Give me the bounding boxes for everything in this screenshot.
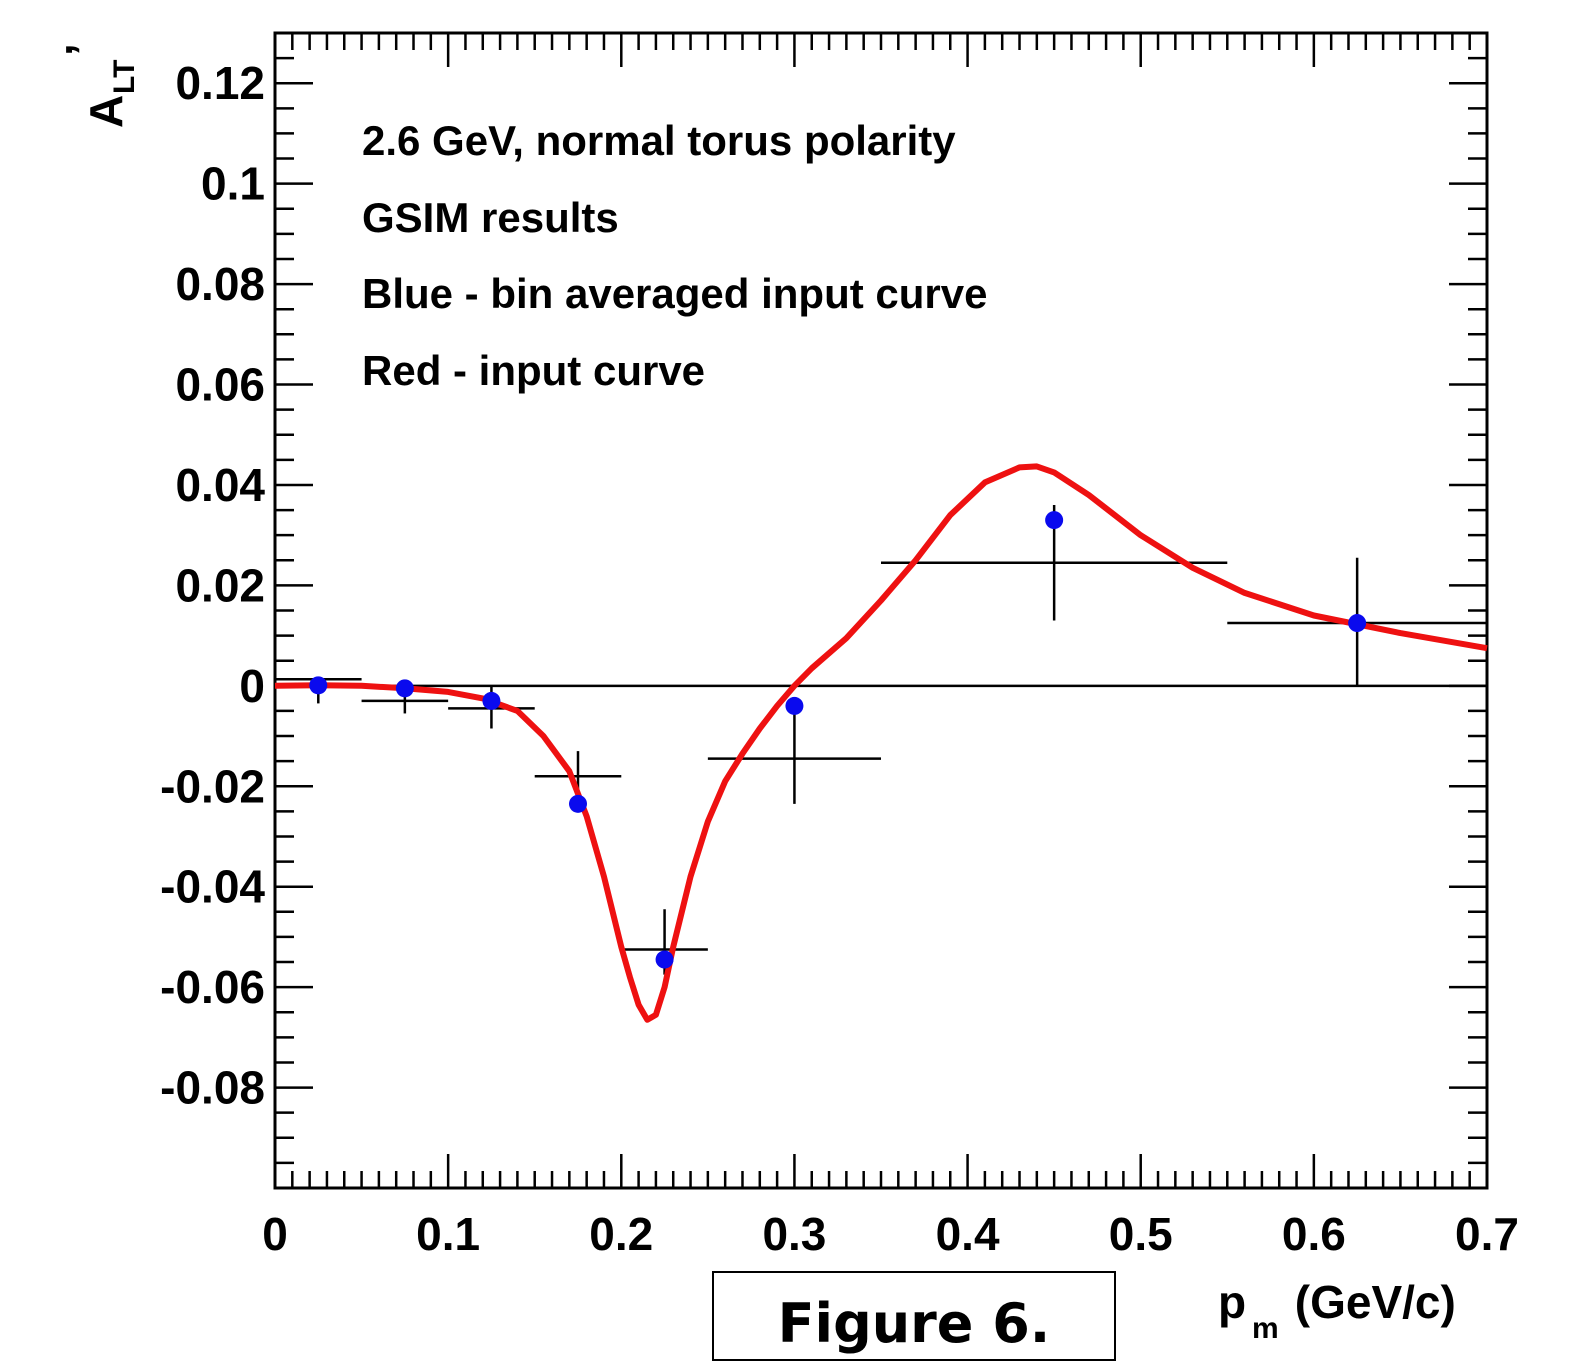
x-tick-label: 0.3 [762, 1208, 826, 1260]
y-tick-label: -0.06 [160, 961, 265, 1013]
blue-point [569, 794, 587, 813]
red-curve [274, 463, 1488, 1023]
y-axis-title-sup: ’ [56, 43, 108, 56]
blue-point [785, 696, 804, 715]
y-tick-label: 0.12 [175, 57, 265, 109]
x-tick-label: 0.5 [1109, 1208, 1173, 1260]
y-axis-title: A LT ’ [56, 43, 141, 128]
blue-point [1045, 511, 1064, 530]
figure-caption: Figure 6. [777, 1292, 1051, 1355]
axis-ticks [273, 31, 1489, 1190]
data-points [309, 511, 1367, 969]
y-tick-label: 0.06 [175, 359, 265, 411]
y-axis-title-main: A [80, 95, 132, 128]
y-tick-label: 0.08 [175, 258, 265, 310]
blue-point [655, 950, 674, 969]
y-tick-label: 0.02 [175, 559, 265, 611]
x-tick-label: 0.1 [416, 1208, 480, 1260]
annotations: 2.6 GeV, normal torus polarity GSIM resu… [362, 117, 987, 394]
blue-point [309, 676, 328, 695]
x-axis-title-rest: (GeV/c) [1282, 1276, 1456, 1328]
annotation-4: Red - input curve [362, 347, 705, 394]
x-tick-label: 0 [262, 1208, 288, 1260]
figure-caption-box: Figure 6. [712, 1271, 1116, 1361]
x-axis-title-main: p [1218, 1276, 1246, 1328]
y-tick-label: -0.08 [160, 1062, 265, 1114]
y-tick-label: -0.02 [160, 760, 265, 812]
x-axis-title: p m (GeV/c) [1218, 1276, 1456, 1345]
y-axis-title-sub: LT [108, 60, 141, 94]
plot-frame [273, 31, 1489, 1190]
annotation-3: Blue - bin averaged input curve [362, 270, 987, 317]
annotation-1: 2.6 GeV, normal torus polarity [362, 117, 956, 164]
blue-point [395, 679, 414, 698]
x-tick-label: 0.7 [1455, 1208, 1519, 1260]
annotation-2: GSIM results [362, 194, 619, 241]
x-tick-label: 0.6 [1282, 1208, 1346, 1260]
blue-point [1348, 614, 1367, 633]
x-tick-label: 0.2 [589, 1208, 653, 1260]
blue-point [482, 691, 501, 710]
y-tick-label: -0.04 [160, 861, 265, 913]
x-tick-label: 0.4 [936, 1208, 1000, 1260]
y-tick-label: 0.1 [201, 158, 265, 210]
x-axis-title-sub: m [1252, 1312, 1279, 1340]
y-tick-label: 0 [239, 660, 265, 712]
tick-labels: 0 0.1 0.2 0.3 0.4 0.5 0.6 0.7 -0.08 -0.06 -0.04 -0.… [160, 57, 1519, 1260]
y-tick-label: 0.04 [175, 459, 265, 511]
